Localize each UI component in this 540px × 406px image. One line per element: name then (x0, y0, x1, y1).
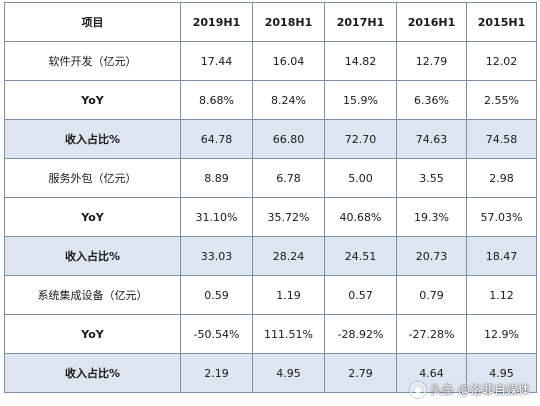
row-label: YoY (4, 314, 181, 354)
table-row: 系统集成设备（亿元） 0.59 1.19 0.57 0.79 1.12 (4, 275, 537, 315)
table-cell: 40.68% (324, 197, 397, 237)
table-row: YoY 8.68% 8.24% 15.9% 6.36% 2.55% (4, 80, 537, 120)
row-label: 收入占比% (4, 353, 181, 393)
table-cell: 8.24% (252, 80, 325, 120)
table-cell: 14.82 (324, 41, 397, 81)
table-cell: -28.92% (324, 314, 397, 354)
table-cell: 18.47 (466, 236, 537, 276)
table-cell: 12.9% (466, 314, 537, 354)
row-label: YoY (4, 80, 181, 120)
table-row: 服务外包（亿元） 8.89 6.78 5.00 3.55 2.98 (4, 158, 537, 198)
header-cell-item: 项目 (4, 2, 181, 42)
table-cell: 5.00 (324, 158, 397, 198)
table-cell: 2.79 (324, 353, 397, 393)
table-cell: -27.28% (396, 314, 467, 354)
table-cell: 74.58 (466, 119, 537, 159)
table-row-shaded: 收入占比% 64.78 66.80 72.70 74.63 74.58 (4, 119, 537, 159)
table-cell: 0.57 (324, 275, 397, 315)
header-cell-2019h1: 2019H1 (180, 2, 253, 42)
row-label: YoY (4, 197, 181, 237)
table-cell: 4.64 (396, 353, 467, 393)
table-row-shaded: 收入占比% 2.19 4.95 2.79 4.64 4.95 (4, 353, 537, 393)
table-cell: 12.02 (466, 41, 537, 81)
table-cell: 64.78 (180, 119, 253, 159)
header-cell-2017h1: 2017H1 (324, 2, 397, 42)
table-cell: 1.19 (252, 275, 325, 315)
table-cell: 24.51 (324, 236, 397, 276)
row-label: 软件开发（亿元） (4, 41, 181, 81)
header-cell-2018h1: 2018H1 (252, 2, 325, 42)
table-row: 软件开发（亿元） 17.44 16.04 14.82 12.79 12.02 (4, 41, 537, 81)
table-cell: 8.68% (180, 80, 253, 120)
table-cell: 74.63 (396, 119, 467, 159)
row-label: 收入占比% (4, 119, 181, 159)
table-cell: 111.51% (252, 314, 325, 354)
table-cell: 4.95 (252, 353, 325, 393)
table-header-row: 项目 2019H1 2018H1 2017H1 2016H1 2015H1 (4, 2, 537, 42)
watermark-text: 头条 @洛菲自媒体 (430, 383, 530, 397)
table-cell: 72.70 (324, 119, 397, 159)
table-cell: 0.79 (396, 275, 467, 315)
table-cell: 33.03 (180, 236, 253, 276)
table-cell: 17.44 (180, 41, 253, 81)
table-cell: 12.79 (396, 41, 467, 81)
table-cell: -50.54% (180, 314, 253, 354)
table-cell: 6.78 (252, 158, 325, 198)
table-cell: 35.72% (252, 197, 325, 237)
table-cell: 28.24 (252, 236, 325, 276)
table-cell: 16.04 (252, 41, 325, 81)
table-row: YoY 31.10% 35.72% 40.68% 19.3% 57.03% (4, 197, 537, 237)
row-label: 服务外包（亿元） (4, 158, 181, 198)
table-cell: 20.73 (396, 236, 467, 276)
table-cell: 2.55% (466, 80, 537, 120)
table-cell: 0.59 (180, 275, 253, 315)
watermark: 头条 @洛菲自媒体 (410, 381, 530, 398)
table-cell: 1.12 (466, 275, 537, 315)
table-cell: 57.03% (466, 197, 537, 237)
table-cell: 2.98 (466, 158, 537, 198)
table-cell: 3.55 (396, 158, 467, 198)
table-cell: 8.89 (180, 158, 253, 198)
table-cell: 66.80 (252, 119, 325, 159)
table-cell: 6.36% (396, 80, 467, 120)
table-cell: 2.19 (180, 353, 253, 393)
header-cell-2015h1: 2015H1 (466, 2, 537, 42)
table-cell: 15.9% (324, 80, 397, 120)
header-cell-2016h1: 2016H1 (396, 2, 467, 42)
data-table-container: 项目 2019H1 2018H1 2017H1 2016H1 2015H1 软件… (4, 2, 537, 393)
table-cell: 19.3% (396, 197, 467, 237)
toutiao-logo-icon (410, 381, 427, 398)
row-label: 系统集成设备（亿元） (4, 275, 181, 315)
revenue-table: 项目 2019H1 2018H1 2017H1 2016H1 2015H1 软件… (4, 2, 537, 393)
table-row-shaded: 收入占比% 33.03 28.24 24.51 20.73 18.47 (4, 236, 537, 276)
table-cell: 31.10% (180, 197, 253, 237)
row-label: 收入占比% (4, 236, 181, 276)
table-cell: 4.95 (466, 353, 537, 393)
table-row: YoY -50.54% 111.51% -28.92% -27.28% 12.9… (4, 314, 537, 354)
